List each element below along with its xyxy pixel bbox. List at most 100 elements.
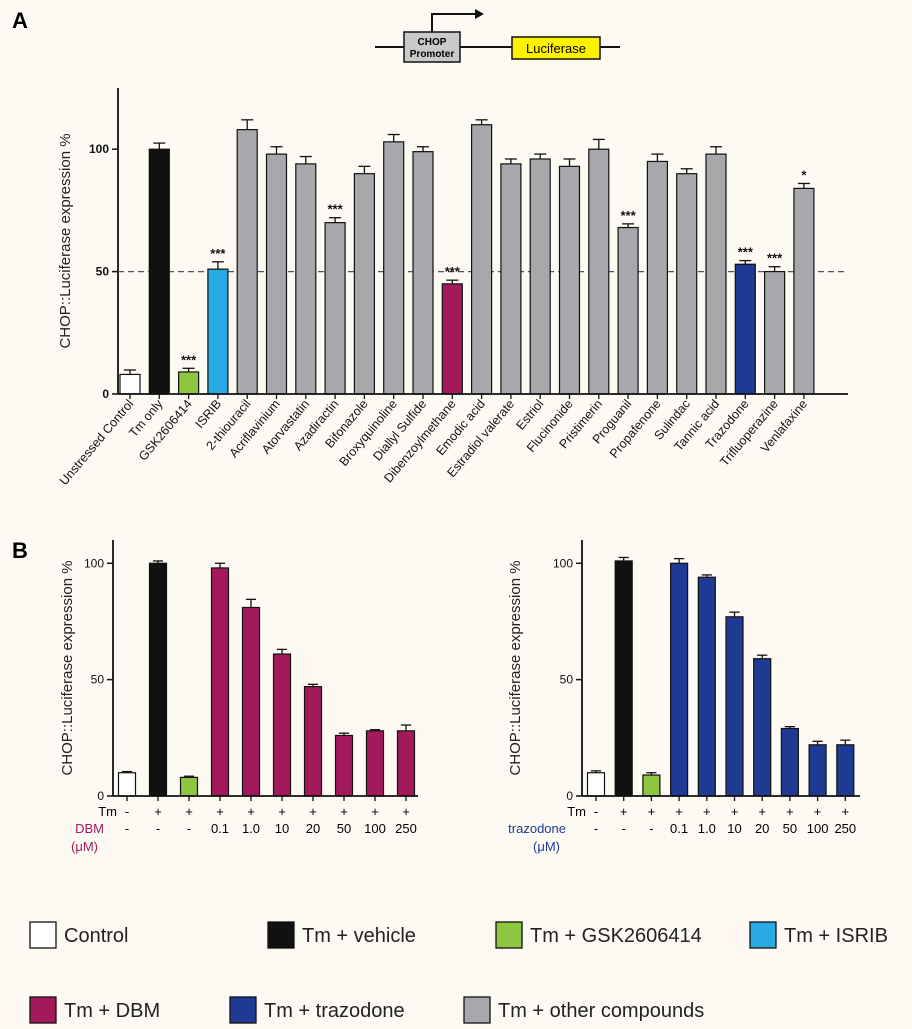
dose-row-value: 1.0 (242, 821, 260, 836)
bar (148, 148, 170, 395)
y-tick-label: 0 (102, 387, 109, 401)
bar (780, 727, 800, 797)
bar (324, 222, 346, 395)
tm-row-value: + (340, 804, 348, 819)
bar (365, 730, 385, 797)
bar (148, 562, 168, 797)
tm-row-value: + (371, 804, 379, 819)
y-tick-label: 100 (553, 556, 573, 570)
tm-row-value: + (309, 804, 317, 819)
bar (646, 160, 669, 395)
bar (353, 173, 375, 395)
legend-label-dbm: Tm + DBM (64, 1000, 160, 1022)
panel-label-a: A (12, 8, 28, 33)
dose-row-value: 20 (755, 821, 769, 836)
tm-row-value: + (216, 804, 224, 819)
significance-label: *** (445, 264, 461, 279)
bar (117, 772, 137, 797)
tm-row-value: - (594, 804, 598, 819)
bar (396, 730, 416, 797)
dose-row-label: trazodone (508, 821, 566, 836)
y-tick-label: 50 (91, 673, 105, 687)
bar (725, 616, 744, 797)
promoter-label-1: CHOP (418, 37, 447, 48)
bar (642, 774, 661, 797)
bar (614, 560, 633, 797)
dose-row-value: 250 (834, 821, 856, 836)
tm-row-value: - (125, 804, 129, 819)
legend-label-isrib: Tm + ISRIB (784, 925, 888, 947)
bar (836, 744, 855, 797)
promoter-label-2: Promoter (410, 49, 455, 60)
category-label: Unstressed Control (57, 397, 137, 488)
luciferase-box (511, 36, 601, 60)
bar (441, 283, 463, 395)
legend-label-other: Tm + other compounds (498, 1000, 704, 1022)
bar (734, 263, 756, 395)
dose-row-label: DBM (75, 821, 104, 836)
dose-row-value: 250 (395, 821, 417, 836)
luciferase-label: Luciferase (526, 41, 586, 56)
bar (236, 129, 258, 395)
tm-row-value: + (247, 804, 255, 819)
bar (500, 163, 522, 395)
tm-row-value: + (786, 804, 794, 819)
tm-row-value: + (675, 804, 683, 819)
bar (705, 153, 727, 395)
dose-row-value: 0.1 (211, 821, 229, 836)
significance-label: *** (738, 245, 754, 260)
legend-label-vehicle: Tm + vehicle (302, 925, 416, 947)
y-tick-label: 0 (97, 789, 104, 803)
tm-row-value: + (814, 804, 822, 819)
dose-row-value: 50 (783, 821, 797, 836)
legend-label-control: Control (64, 925, 128, 947)
bar (178, 371, 200, 395)
dose-row-value: 1.0 (698, 821, 716, 836)
bar (383, 141, 405, 395)
significance-label: *** (210, 246, 226, 261)
bar (697, 576, 716, 797)
legend-swatch-gsk (495, 921, 523, 949)
significance-label: *** (767, 251, 783, 266)
legend-label-trazodone: Tm + trazodone (264, 1000, 405, 1022)
significance-label: *** (181, 352, 197, 367)
transcription-start-arrow (431, 13, 475, 32)
bar (179, 776, 199, 797)
dose-unit-label: (μM) (71, 839, 98, 854)
significance-label: * (801, 167, 807, 182)
tm-row-value: + (842, 804, 850, 819)
bar (303, 686, 323, 797)
bar (272, 653, 292, 797)
legend-label-gsk: Tm + GSK2606414 (530, 925, 702, 947)
legend-swatch-control (29, 921, 57, 949)
bar (295, 163, 317, 395)
tm-row-value: + (648, 804, 656, 819)
dose-row-value: 10 (275, 821, 289, 836)
arrow-head-icon (475, 9, 484, 19)
bar (210, 567, 230, 797)
bar (676, 173, 698, 395)
tm-row-value: + (731, 804, 739, 819)
tm-row-value: + (278, 804, 286, 819)
legend: Control Tm + vehicle Tm + GSK2606414 Tm + I… (29, 921, 888, 1024)
bar (588, 148, 610, 395)
panel-label-b: B (12, 538, 28, 563)
legend-swatch-dbm (29, 996, 57, 1024)
bar (412, 151, 434, 395)
legend-swatch-trazodone (229, 996, 257, 1024)
dose-row-value: - (187, 821, 191, 836)
dose-row-value: 20 (306, 821, 320, 836)
bar (617, 226, 639, 395)
significance-label: *** (621, 208, 637, 223)
dose-row-value: - (156, 821, 160, 836)
tm-row-value: + (402, 804, 410, 819)
bar (119, 373, 141, 395)
tm-row-label: Tm (567, 804, 586, 819)
y-tick-label: 100 (89, 142, 109, 156)
y-axis-title: CHOP::Luciferase expression % (507, 560, 524, 775)
y-axis-title: CHOP::Luciferase expression % (57, 133, 74, 348)
y-tick-label: 50 (560, 673, 574, 687)
